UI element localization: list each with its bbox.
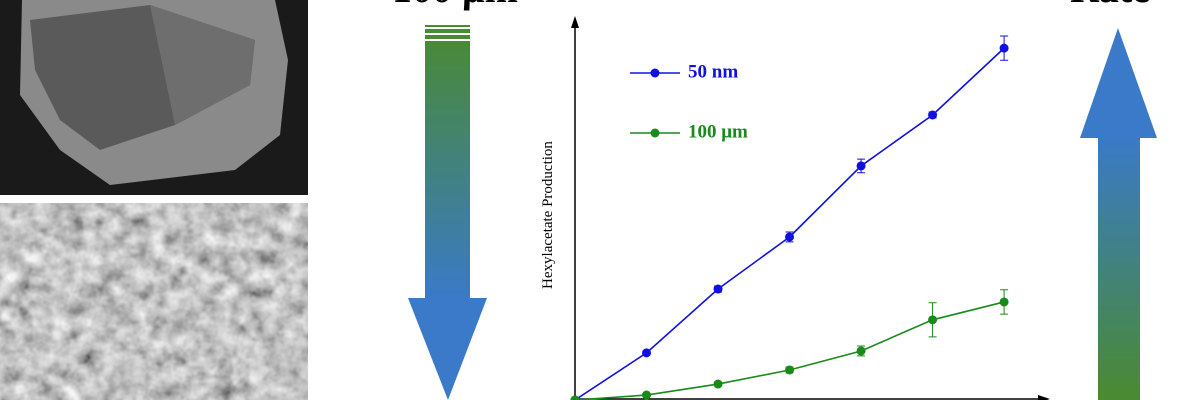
data-point	[999, 43, 1009, 53]
data-point	[713, 379, 723, 389]
left-label: 100 μm	[392, 0, 518, 11]
data-point	[928, 110, 938, 120]
data-point	[785, 365, 795, 375]
up-arrow	[1098, 136, 1140, 400]
data-point	[570, 395, 580, 400]
y-axis-arrow	[571, 16, 579, 28]
data-point	[785, 232, 795, 242]
down-arrow-head	[408, 298, 487, 400]
sem-image-bottom	[0, 203, 308, 400]
data-point	[713, 284, 723, 294]
crystal-face	[150, 5, 255, 125]
data-point	[999, 297, 1009, 307]
series-line	[574, 47, 1005, 400]
legend-label: 50 nm	[688, 61, 738, 82]
data-point	[928, 315, 938, 325]
right-label: Rate	[1070, 0, 1150, 11]
data-point	[856, 161, 866, 171]
x-axis-arrow	[1038, 395, 1050, 400]
legend-marker	[650, 68, 660, 78]
data-point	[642, 390, 652, 400]
legend-label: 100 μm	[688, 121, 748, 142]
stripe	[425, 33, 470, 35]
up-arrow-head	[1080, 28, 1157, 138]
series-line	[574, 301, 1005, 400]
stripe	[425, 39, 470, 41]
data-point	[642, 348, 652, 358]
y-axis-label: Hexylacetate Production	[540, 141, 556, 289]
stripe	[425, 27, 470, 29]
down-arrow	[425, 25, 470, 300]
data-point	[856, 346, 866, 356]
legend-marker	[650, 128, 660, 138]
